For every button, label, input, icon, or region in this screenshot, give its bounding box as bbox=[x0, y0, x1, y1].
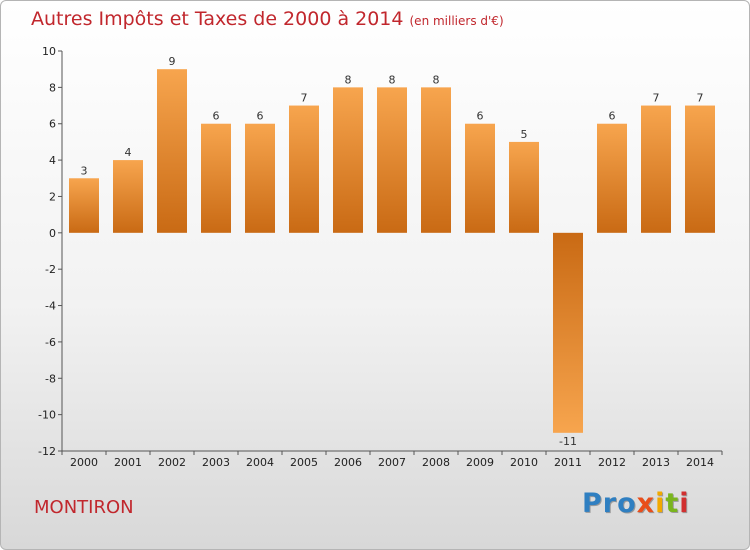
data-label: 8 bbox=[345, 73, 352, 86]
bar bbox=[641, 105, 671, 233]
x-tick-label: 2014 bbox=[686, 456, 714, 469]
y-tick-label: 0 bbox=[49, 227, 56, 240]
x-tick-label: 2010 bbox=[510, 456, 538, 469]
logo-part-4: t bbox=[665, 488, 680, 519]
bar bbox=[245, 123, 275, 233]
chart-unit: (en milliers d'€) bbox=[409, 14, 504, 28]
y-tick-label: 2 bbox=[49, 190, 56, 203]
x-tick-label: 2013 bbox=[642, 456, 670, 469]
bar bbox=[333, 87, 363, 233]
x-tick-label: 2007 bbox=[378, 456, 406, 469]
chart-title: Autres Impôts et Taxes de 2000 à 2014 (en… bbox=[31, 8, 504, 30]
logo-part-2: x bbox=[636, 488, 656, 519]
data-label: 4 bbox=[125, 146, 132, 159]
bar bbox=[509, 141, 539, 233]
y-tick-label: 8 bbox=[49, 81, 56, 94]
logo-part-3: i bbox=[655, 488, 666, 519]
y-tick-label: -2 bbox=[45, 263, 56, 276]
bar bbox=[685, 105, 715, 233]
proxiti-logo[interactable]: Proxiti bbox=[582, 488, 690, 519]
data-label: 6 bbox=[609, 110, 616, 123]
data-label: 7 bbox=[697, 92, 704, 105]
bar bbox=[289, 105, 319, 233]
data-label: 9 bbox=[169, 55, 176, 68]
chart-title-text: Autres Impôts et Taxes de 2000 à 2014 bbox=[31, 8, 404, 30]
bar bbox=[69, 178, 99, 233]
bar bbox=[377, 87, 407, 233]
bar bbox=[113, 160, 143, 233]
bar bbox=[465, 123, 495, 233]
x-tick-label: 2008 bbox=[422, 456, 450, 469]
x-tick-label: 2009 bbox=[466, 456, 494, 469]
x-tick-label: 2004 bbox=[246, 456, 274, 469]
y-tick-label: 10 bbox=[42, 45, 56, 58]
x-tick-label: 2000 bbox=[70, 456, 98, 469]
logo-part-1: Pro bbox=[582, 488, 637, 519]
data-label: 6 bbox=[213, 110, 220, 123]
data-label: 3 bbox=[81, 164, 88, 177]
y-tick-label: -12 bbox=[38, 445, 56, 458]
x-tick-label: 2005 bbox=[290, 456, 318, 469]
y-tick-label: -4 bbox=[45, 300, 56, 313]
logo-part-5: i bbox=[679, 488, 690, 519]
y-tick-label: 4 bbox=[49, 154, 56, 167]
bar bbox=[201, 123, 231, 233]
x-tick-label: 2011 bbox=[554, 456, 582, 469]
data-label: -11 bbox=[559, 435, 577, 448]
axes: 10 8 6 4 2 0 -2 -4 -6 -8 -10 -12 2000 2001 2002 2003 200… bbox=[38, 45, 723, 469]
bar bbox=[157, 69, 187, 233]
bar bbox=[597, 123, 627, 233]
x-tick-label: 2002 bbox=[158, 456, 186, 469]
data-label: 8 bbox=[433, 73, 440, 86]
data-label: 7 bbox=[301, 92, 308, 105]
data-label: 6 bbox=[257, 110, 264, 123]
x-tick-label: 2003 bbox=[202, 456, 230, 469]
y-tick-label: -10 bbox=[38, 409, 56, 422]
y-tick-label: -8 bbox=[45, 372, 56, 385]
x-tick-label: 2001 bbox=[114, 456, 142, 469]
data-label: 7 bbox=[653, 92, 660, 105]
data-label: 5 bbox=[521, 128, 528, 141]
bars bbox=[69, 69, 715, 433]
bar bbox=[421, 87, 451, 233]
data-labels: 3 4 9 6 6 7 8 8 8 6 5 -11 6 7 7 bbox=[81, 55, 704, 448]
data-label: 8 bbox=[389, 73, 396, 86]
y-tick-label: -6 bbox=[45, 336, 56, 349]
commune-name: MONTIRON bbox=[34, 497, 134, 518]
y-tick-label: 6 bbox=[49, 118, 56, 131]
x-tick-label: 2012 bbox=[598, 456, 626, 469]
bar bbox=[553, 232, 583, 433]
data-label: 6 bbox=[477, 110, 484, 123]
x-tick-label: 2006 bbox=[334, 456, 362, 469]
